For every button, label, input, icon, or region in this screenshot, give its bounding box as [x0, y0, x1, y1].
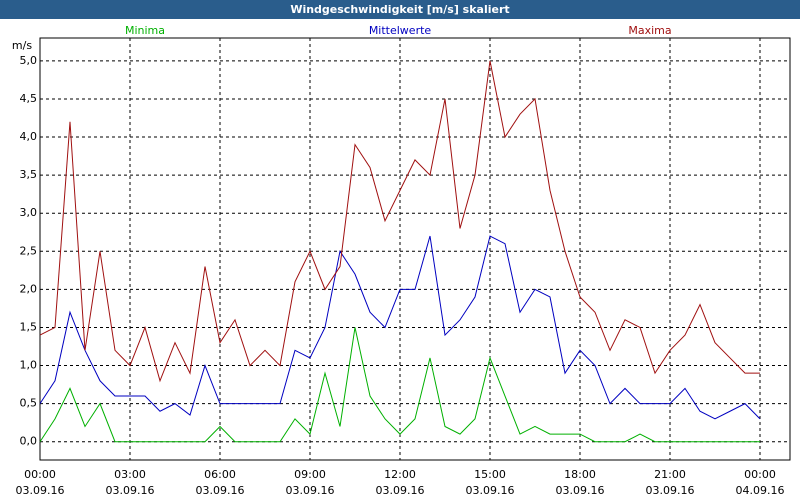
x-tick-date: 03.09.16 — [466, 484, 515, 497]
x-tick-date: 03.09.16 — [556, 484, 605, 497]
title-bar — [0, 0, 800, 19]
y-axis-label: m/s — [12, 39, 32, 52]
y-tick-label: 0,5 — [20, 397, 38, 410]
x-tick-label: 00:00 — [744, 468, 776, 481]
x-tick-label: 03:00 — [114, 468, 146, 481]
y-tick-label: 3,5 — [20, 168, 38, 181]
x-tick-label: 15:00 — [474, 468, 506, 481]
y-tick-label: 4,5 — [20, 92, 38, 105]
data-line — [39, 235, 761, 420]
y-tick-label: 1,5 — [20, 320, 38, 333]
legend-label: Minima — [125, 24, 165, 37]
x-tick-date: 03.09.16 — [196, 484, 245, 497]
legend-label: Mittelwerte — [369, 24, 432, 37]
y-tick-label: 0,0 — [20, 435, 38, 448]
x-tick-date: 03.09.16 — [646, 484, 695, 497]
x-tick-label: 12:00 — [384, 468, 416, 481]
y-tick-label: 2,0 — [20, 282, 38, 295]
x-tick-date: 03.09.16 — [16, 484, 65, 497]
x-tick-label: 09:00 — [294, 468, 326, 481]
x-tick-label: 06:00 — [204, 468, 236, 481]
x-tick-label: 00:00 — [24, 468, 56, 481]
y-tick-label: 4,0 — [20, 130, 38, 143]
x-tick-date: 03.09.16 — [376, 484, 425, 497]
chart-title: Windgeschwindigkeit [m/s] skaliert — [290, 3, 509, 16]
y-tick-label: 3,0 — [20, 206, 38, 219]
x-tick-label: 21:00 — [654, 468, 686, 481]
y-tick-label: 2,5 — [20, 244, 38, 257]
y-tick-label: 5,0 — [20, 54, 38, 67]
x-tick-date: 03.09.16 — [106, 484, 155, 497]
data-line — [39, 60, 760, 383]
legend-label: Maxima — [628, 24, 671, 37]
x-tick-label: 18:00 — [564, 468, 596, 481]
data-line — [39, 327, 760, 443]
x-tick-date: 04.09.16 — [736, 484, 785, 497]
x-tick-date: 03.09.16 — [286, 484, 335, 497]
y-tick-label: 1,0 — [20, 359, 38, 372]
